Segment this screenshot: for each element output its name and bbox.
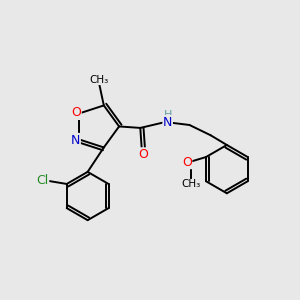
Text: CH₃: CH₃ <box>90 74 109 85</box>
Text: O: O <box>182 156 192 169</box>
Text: CH₃: CH₃ <box>182 179 201 189</box>
Text: N: N <box>71 134 80 146</box>
Text: Cl: Cl <box>37 174 49 187</box>
Text: N: N <box>163 116 172 128</box>
Text: O: O <box>71 106 81 119</box>
Text: H: H <box>164 110 172 120</box>
Text: O: O <box>138 148 148 161</box>
